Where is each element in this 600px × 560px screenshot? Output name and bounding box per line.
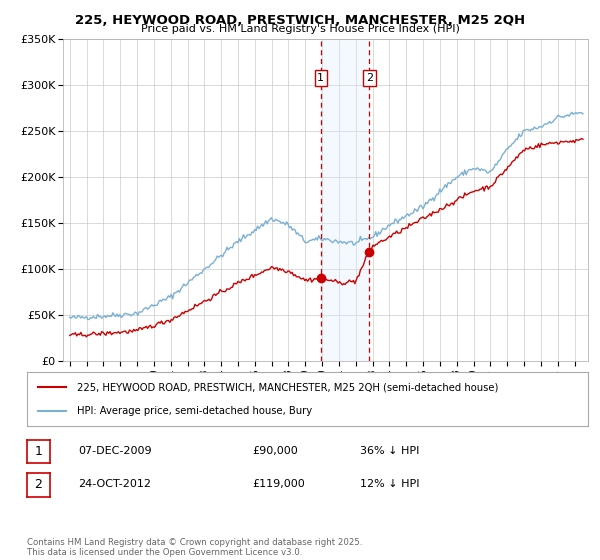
Text: 12% ↓ HPI: 12% ↓ HPI bbox=[360, 479, 419, 489]
Text: 225, HEYWOOD ROAD, PRESTWICH, MANCHESTER, M25 2QH: 225, HEYWOOD ROAD, PRESTWICH, MANCHESTER… bbox=[75, 14, 525, 27]
Text: £90,000: £90,000 bbox=[252, 446, 298, 456]
Text: 36% ↓ HPI: 36% ↓ HPI bbox=[360, 446, 419, 456]
Text: 1: 1 bbox=[34, 445, 43, 458]
Text: 225, HEYWOOD ROAD, PRESTWICH, MANCHESTER, M25 2QH (semi-detached house): 225, HEYWOOD ROAD, PRESTWICH, MANCHESTER… bbox=[77, 382, 499, 393]
Bar bbox=[321, 39, 370, 361]
Text: 2: 2 bbox=[34, 478, 43, 492]
Text: 24-OCT-2012: 24-OCT-2012 bbox=[78, 479, 151, 489]
Text: HPI: Average price, semi-detached house, Bury: HPI: Average price, semi-detached house,… bbox=[77, 405, 313, 416]
Text: £119,000: £119,000 bbox=[252, 479, 305, 489]
Text: 2: 2 bbox=[366, 73, 373, 83]
Text: 07-DEC-2009: 07-DEC-2009 bbox=[78, 446, 152, 456]
Text: Price paid vs. HM Land Registry's House Price Index (HPI): Price paid vs. HM Land Registry's House … bbox=[140, 24, 460, 34]
Text: Contains HM Land Registry data © Crown copyright and database right 2025.
This d: Contains HM Land Registry data © Crown c… bbox=[27, 538, 362, 557]
Text: 1: 1 bbox=[317, 73, 324, 83]
